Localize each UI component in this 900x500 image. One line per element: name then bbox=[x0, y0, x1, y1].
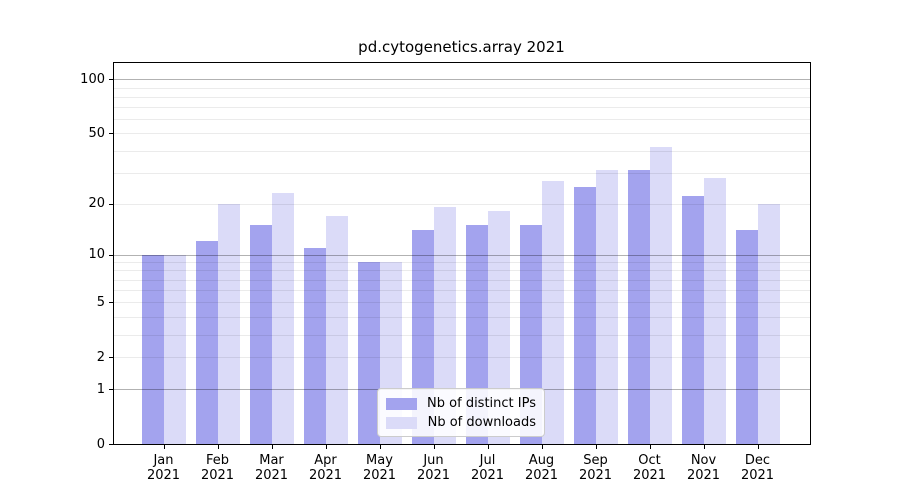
x-tick-label: Jan 2021 bbox=[146, 453, 181, 483]
y-tick-label: 1 bbox=[96, 381, 105, 397]
bar-distinct-ips bbox=[303, 247, 326, 444]
minor-gridline bbox=[113, 316, 810, 318]
y-axis-tick bbox=[109, 302, 113, 304]
minor-gridline bbox=[113, 203, 810, 205]
y-tick-label: 100 bbox=[80, 71, 105, 87]
legend-swatch-downloads bbox=[386, 416, 417, 429]
x-axis-tick bbox=[163, 445, 165, 449]
major-gridline bbox=[113, 79, 810, 81]
y-axis-tick bbox=[109, 254, 113, 256]
x-tick-label: Jul 2021 bbox=[470, 453, 505, 483]
y-tick-label: 2 bbox=[96, 349, 105, 365]
legend-entry-downloads: Nb of downloads bbox=[386, 413, 536, 432]
bar-downloads bbox=[433, 207, 456, 444]
minor-gridline bbox=[113, 107, 810, 109]
minor-gridline bbox=[113, 96, 810, 98]
x-tick-label: Apr 2021 bbox=[308, 453, 343, 483]
major-gridline bbox=[113, 254, 810, 256]
x-tick-label: Nov 2021 bbox=[686, 453, 721, 483]
y-axis-tick bbox=[109, 133, 113, 135]
y-tick-label: 0 bbox=[96, 436, 105, 452]
y-axis-tick bbox=[109, 79, 113, 81]
bar-downloads bbox=[271, 192, 294, 444]
x-axis-tick bbox=[217, 445, 219, 449]
minor-gridline bbox=[113, 270, 810, 272]
bar-downloads bbox=[325, 215, 348, 444]
bar-distinct-ips bbox=[249, 225, 272, 444]
x-axis-tick bbox=[541, 445, 543, 449]
minor-gridline bbox=[113, 279, 810, 281]
y-axis-tick bbox=[109, 389, 113, 391]
x-axis-tick bbox=[271, 445, 273, 449]
minor-gridline bbox=[113, 302, 810, 304]
minor-gridline bbox=[113, 262, 810, 264]
x-axis-tick bbox=[757, 445, 759, 449]
minor-gridline bbox=[113, 119, 810, 121]
x-tick-label: Aug 2021 bbox=[524, 453, 559, 483]
x-tick-label: Oct 2021 bbox=[632, 453, 667, 483]
bar-downloads bbox=[163, 254, 186, 444]
bar-downloads bbox=[487, 211, 510, 444]
minor-gridline bbox=[113, 357, 810, 359]
bar-downloads bbox=[541, 180, 564, 444]
chart-title: pd.cytogenetics.array 2021 bbox=[358, 38, 565, 56]
bar-distinct-ips bbox=[195, 241, 218, 444]
legend-label-distinct-ips: Nb of distinct IPs bbox=[427, 396, 536, 411]
bar-distinct-ips bbox=[573, 186, 596, 444]
x-axis-tick bbox=[649, 445, 651, 449]
minor-gridline bbox=[113, 172, 810, 174]
y-tick-label: 50 bbox=[88, 125, 105, 141]
x-tick-label: May 2021 bbox=[362, 453, 397, 483]
x-tick-label: Jun 2021 bbox=[416, 453, 451, 483]
x-tick-label: Dec 2021 bbox=[740, 453, 775, 483]
bar-downloads bbox=[649, 146, 672, 444]
y-axis-tick bbox=[109, 444, 113, 445]
bar-distinct-ips bbox=[735, 230, 758, 444]
minor-gridline bbox=[113, 150, 810, 152]
x-axis-tick bbox=[487, 445, 489, 449]
x-tick-label: Feb 2021 bbox=[200, 453, 235, 483]
legend-entry-distinct-ips: Nb of distinct IPs bbox=[386, 394, 536, 413]
x-axis-tick bbox=[325, 445, 327, 449]
y-tick-label: 5 bbox=[96, 294, 105, 310]
bar-distinct-ips bbox=[627, 170, 650, 444]
x-tick-label: Sep 2021 bbox=[578, 453, 613, 483]
y-axis-tick bbox=[109, 357, 113, 359]
y-tick-label: 10 bbox=[88, 247, 105, 263]
y-axis-tick bbox=[109, 203, 113, 205]
bar-downloads bbox=[217, 203, 240, 444]
x-axis-tick bbox=[379, 445, 381, 449]
bar-downloads bbox=[757, 203, 780, 444]
x-axis-tick bbox=[595, 445, 597, 449]
x-axis-tick bbox=[433, 445, 435, 449]
minor-gridline bbox=[113, 133, 810, 135]
minor-gridline bbox=[113, 87, 810, 89]
minor-gridline bbox=[113, 290, 810, 292]
legend-swatch-distinct-ips bbox=[386, 397, 417, 410]
bar-distinct-ips bbox=[681, 196, 704, 444]
bar-distinct-ips bbox=[357, 262, 380, 444]
bar-downloads bbox=[703, 178, 726, 444]
axes-border bbox=[113, 62, 811, 445]
x-axis-tick bbox=[703, 445, 705, 449]
legend-label-downloads: Nb of downloads bbox=[427, 415, 536, 430]
bar-distinct-ips bbox=[141, 254, 164, 444]
minor-gridline bbox=[113, 334, 810, 336]
bar-downloads bbox=[595, 170, 618, 444]
legend: Nb of distinct IPs Nb of downloads bbox=[377, 388, 545, 437]
y-tick-label: 20 bbox=[88, 196, 105, 212]
x-tick-label: Mar 2021 bbox=[254, 453, 289, 483]
